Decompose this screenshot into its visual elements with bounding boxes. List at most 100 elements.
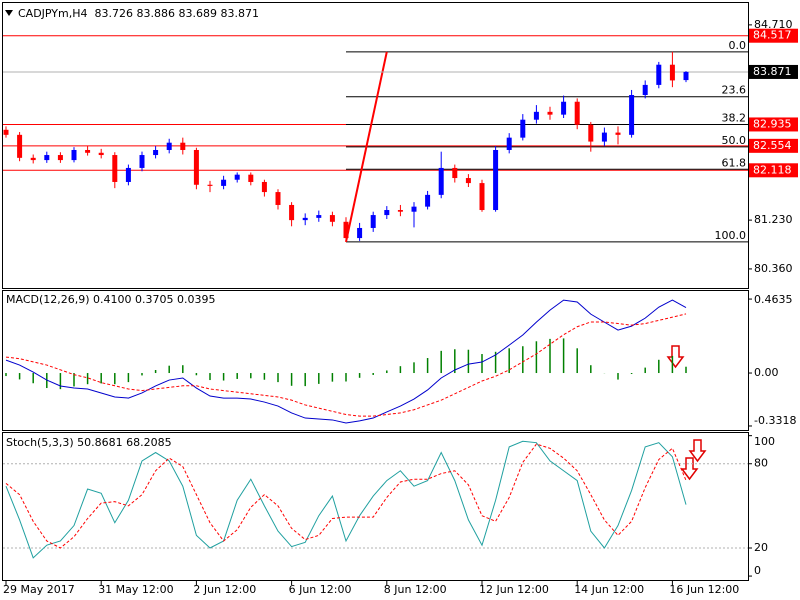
candle-body xyxy=(465,178,471,184)
candle-body xyxy=(425,194,431,207)
level-label: 82.118 xyxy=(753,163,792,176)
candle-body xyxy=(438,167,444,195)
candle-body xyxy=(452,167,458,179)
level-label-box xyxy=(749,163,798,178)
candle-body xyxy=(615,132,621,135)
y-tick-label: 20 xyxy=(754,541,768,554)
candle-body xyxy=(85,149,91,153)
candle-body xyxy=(343,221,349,239)
level-label: 82.554 xyxy=(753,139,792,152)
candle-body xyxy=(329,215,335,222)
candle-body xyxy=(397,210,403,212)
candle-body xyxy=(193,149,199,185)
stoch-panel xyxy=(2,432,749,581)
y-tick-label: 84.710 xyxy=(754,18,793,31)
x-tick-label: 12 Jun 12:00 xyxy=(479,583,549,596)
candle-body xyxy=(3,129,9,135)
candle-body xyxy=(98,152,104,156)
main-line xyxy=(5,299,687,424)
candle-body xyxy=(57,155,63,161)
fibo-label: 100.0 xyxy=(715,229,747,242)
candle-body xyxy=(275,192,281,205)
candle-body xyxy=(234,174,240,180)
x-tick-label: 2 Jun 12:00 xyxy=(193,583,256,596)
candle-body xyxy=(493,149,499,211)
candle-body xyxy=(316,215,322,218)
x-tick-label: 31 May 12:00 xyxy=(98,583,173,596)
candle-body xyxy=(71,149,77,161)
y-tick-label: 81.230 xyxy=(754,213,793,226)
x-tick-label: 16 Jun 12:00 xyxy=(669,583,739,596)
candle-body xyxy=(669,64,675,81)
candle-body xyxy=(561,101,567,115)
candle-body xyxy=(302,217,308,221)
level-label: 84.517 xyxy=(753,29,792,42)
fibo-label: 61.8 xyxy=(722,156,747,169)
candle-body xyxy=(533,111,539,120)
candle-body xyxy=(139,155,145,168)
x-tick-label: 29 May 2017 xyxy=(3,583,75,596)
fibo-label: 50.0 xyxy=(722,134,747,147)
fibo-label: 23.6 xyxy=(722,84,747,97)
y-tick-label: 0.00 xyxy=(754,366,779,379)
y-tick-label: -0.3318 xyxy=(754,414,796,427)
y-tick-label: 80.360 xyxy=(754,262,793,275)
candle-body xyxy=(520,119,526,138)
y-tick-label: 0.4635 xyxy=(754,293,793,306)
signal-line xyxy=(5,313,687,417)
current-price-label: 83.871 xyxy=(753,65,792,78)
x-tick-label: 6 Jun 12:00 xyxy=(289,583,352,596)
chart-title: CADJPYm,H4 83.726 83.886 83.689 83.871 xyxy=(18,7,259,20)
menu-triangle[interactable] xyxy=(5,10,13,16)
down-arrow xyxy=(680,457,699,481)
candle-body xyxy=(166,142,172,150)
level-label-box xyxy=(749,138,798,153)
candle-body xyxy=(370,215,376,228)
candle-body xyxy=(411,206,417,212)
candle-body xyxy=(574,101,580,125)
fibo-label: 0.0 xyxy=(729,39,747,52)
candle-body xyxy=(248,174,254,182)
candle-body xyxy=(289,204,295,221)
current-price-box xyxy=(749,64,798,79)
main-panel xyxy=(2,2,749,289)
x-tick-label: 14 Jun 12:00 xyxy=(574,583,644,596)
candle-body xyxy=(180,142,186,150)
candle-body xyxy=(17,134,23,158)
main-line xyxy=(5,440,687,559)
candle-body xyxy=(357,227,363,239)
macd-title: MACD(12,26,9) 0.4100 0.3705 0.0395 xyxy=(6,293,216,306)
candle-body xyxy=(642,84,648,96)
candle-body xyxy=(506,137,512,150)
candle-body xyxy=(683,71,689,81)
candle-body xyxy=(601,132,607,142)
fibo-trendline xyxy=(345,51,388,243)
candle-body xyxy=(629,95,635,135)
candle-body xyxy=(221,179,227,186)
candle-body xyxy=(112,155,118,182)
candle-body xyxy=(479,183,485,211)
candle-body xyxy=(588,124,594,142)
signal-line xyxy=(5,443,687,549)
level-label-box xyxy=(749,117,798,132)
fibo-label: 38.2 xyxy=(722,111,747,124)
level-label: 82.935 xyxy=(753,117,792,130)
y-tick-label: 0 xyxy=(754,564,761,577)
y-tick-label: 100 xyxy=(754,435,775,448)
y-tick-label: 80 xyxy=(754,457,768,470)
candle-body xyxy=(547,111,553,115)
candle-body xyxy=(207,184,213,186)
down-arrow xyxy=(688,439,707,463)
candle-body xyxy=(384,210,390,216)
candle-body xyxy=(30,157,36,161)
candle-body xyxy=(261,181,267,193)
candle-body xyxy=(125,167,131,182)
candle-body xyxy=(656,64,662,85)
candle-body xyxy=(153,149,159,156)
macd-panel xyxy=(2,290,749,431)
level-label-box xyxy=(749,28,798,43)
x-tick-label: 8 Jun 12:00 xyxy=(384,583,447,596)
stoch-title: Stoch(5,3,3) 50.8681 68.2085 xyxy=(6,436,172,449)
